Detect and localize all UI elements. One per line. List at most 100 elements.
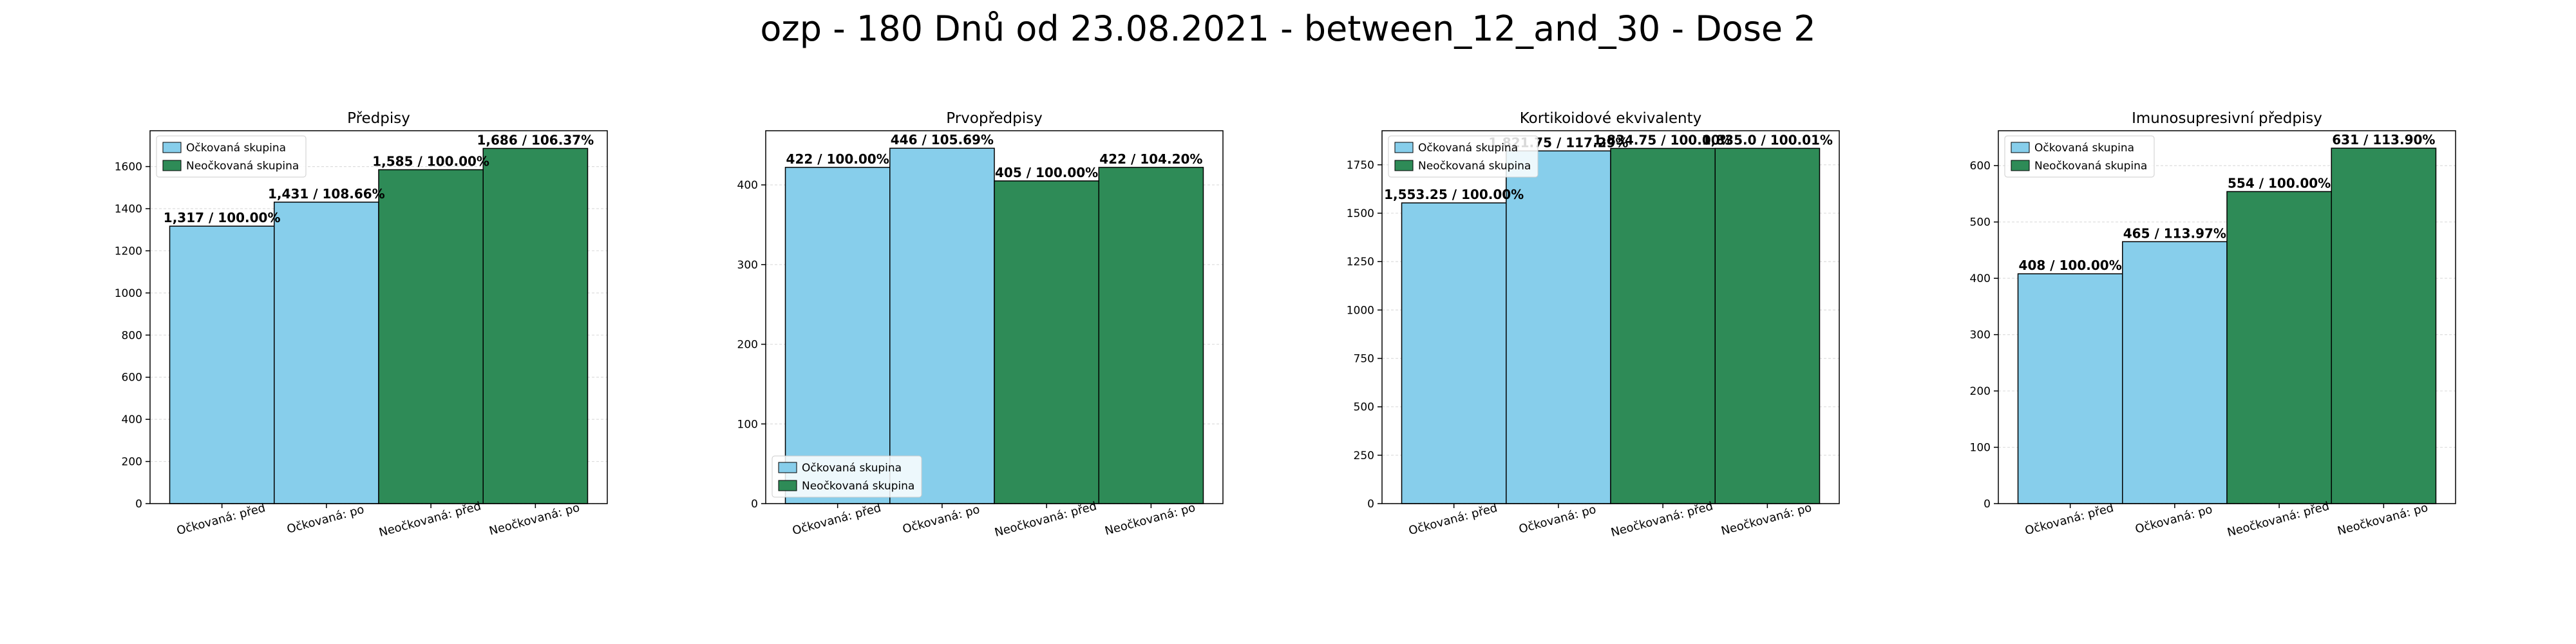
bar [274,202,379,504]
figure-title: ozp - 180 Dnů od 23.08.2021 - between_12… [760,8,1816,49]
legend-swatch [1394,142,1414,153]
y-tick-label: 500 [1354,401,1374,414]
y-tick-label: 300 [1970,329,1991,342]
y-tick-label: 600 [1970,160,1991,173]
bar-value-label: 1,317 / 100.00% [164,210,281,225]
bar-value-label: 408 / 100.00% [2019,258,2122,273]
x-tick-label: Neočkovaná: před [993,499,1098,539]
bar-value-label: 1,553.25 / 100.00% [1384,187,1524,202]
bar-value-label: 1,835.0 / 100.01% [1702,132,1833,147]
y-tick-label: 300 [737,259,758,272]
legend-swatch [778,462,797,473]
y-tick-label: 200 [122,456,142,469]
bar [2017,273,2123,504]
bar [784,167,891,504]
y-tick-label: 1750 [1347,159,1374,172]
y-tick-label: 100 [1970,442,1991,455]
plot-frame [1381,130,1840,504]
y-tick-label: 100 [737,418,758,431]
x-tick-label: Neočkovaná: před [1609,499,1714,539]
x-tick-label: Neočkovaná: po [488,501,581,538]
x-tick-label: Očkovaná: po [1517,503,1597,536]
y-tick-label: 1250 [1347,256,1374,269]
y-tick-label: 0 [751,498,758,511]
x-tick-label: Neočkovaná: před [2226,499,2331,539]
bar-value-label: 422 / 100.00% [786,151,889,167]
y-tick-label: 0 [1984,498,1991,511]
bar-value-label: 1,585 / 100.00% [372,154,489,169]
legend-label: Očkovaná skupina [802,462,902,475]
legend-box [156,135,307,178]
legend-box [2004,135,2155,178]
chart-panel: 1,553.25 / 100.00%1,821.75 / 117.29%1,83… [1347,110,1840,540]
y-tick-label: 200 [1970,385,1991,398]
bar [1098,167,1204,504]
y-tick-label: 600 [122,372,142,384]
bar-value-label: 446 / 105.69% [891,132,994,147]
y-tick-label: 0 [135,498,142,511]
y-tick-label: 800 [122,329,142,342]
y-tick-label: 400 [122,413,142,426]
y-tick-label: 400 [1970,272,1991,285]
legend-label: Neočkovaná skupina [1418,160,1531,173]
legend-box [1388,135,1539,178]
x-tick-label: Očkovaná: po [285,503,365,536]
legend-swatch [1394,160,1414,171]
bar [994,180,1099,504]
bar [2226,191,2332,504]
x-tick-label: Očkovaná: po [901,503,981,536]
x-tick-label: Neočkovaná: po [1719,501,1813,538]
plot-frame [765,130,1224,504]
legend-swatch [2011,160,2030,171]
chart-title: Imunosupresivní předpisy [2132,110,2322,127]
legend-label: Očkovaná skupina [2034,142,2134,155]
y-tick-label: 500 [1970,216,1991,229]
legend-label: Očkovaná skupina [1418,142,1518,155]
legend-swatch [2011,142,2030,153]
bar [1610,147,1716,504]
bar [482,147,589,504]
chart-panel: 408 / 100.00% 465 / 113.97% 554 / 100.00% 6… [1970,110,2456,540]
bar [378,169,484,504]
bar-value-label: 1,834.75 / 100.00% [1593,132,1733,147]
bar-value-label: 631 / 113.90% [2332,132,2435,147]
plot-frame [149,130,608,504]
x-tick-label: Očkovaná: před [791,501,882,538]
x-tick-label: Neočkovaná: před [377,499,482,539]
legend-label: Neočkovaná skupina [802,480,914,493]
legend-swatch [778,480,797,491]
x-tick-label: Očkovaná: před [2023,501,2115,538]
bar [169,225,275,504]
y-tick-label: 1000 [115,287,142,300]
y-tick-label: 1000 [1347,304,1374,317]
bar [1401,202,1507,504]
y-tick-label: 1500 [1347,207,1374,220]
legend-label: Neočkovaná skupina [2034,160,2147,173]
legend-label: Očkovaná skupina [186,142,286,155]
legend-swatch [162,142,182,153]
chart-title: Předpisy [347,110,410,127]
chart-panel: 1,317 / 100.00% 1,431 / 108.66% 1,585 / 10… [115,110,608,540]
x-tick-label: Neočkovaná: po [2336,501,2429,538]
legend-swatch [162,160,182,171]
plot-frame [1998,130,2456,504]
legend-box [772,455,922,498]
y-tick-label: 0 [1367,498,1374,511]
bar [2122,241,2228,504]
y-tick-label: 750 [1354,353,1374,366]
bar-value-label: 465 / 113.97% [2123,225,2226,241]
bar-value-label: 405 / 100.00% [995,165,1098,180]
x-tick-label: Očkovaná: před [175,501,267,538]
y-tick-label: 1600 [115,161,142,174]
chart-title: Prvopředpisy [946,110,1043,127]
bar-value-label: 422 / 104.20% [1099,151,1202,167]
y-tick-label: 250 [1354,450,1374,462]
bar-value-label: 1,686 / 106.37% [477,132,594,147]
x-tick-label: Očkovaná: před [1407,501,1499,538]
y-tick-label: 1200 [115,245,142,258]
bar [1714,147,1821,504]
x-tick-label: Očkovaná: po [2134,503,2213,536]
bar [889,147,995,504]
bar [1506,150,1611,504]
